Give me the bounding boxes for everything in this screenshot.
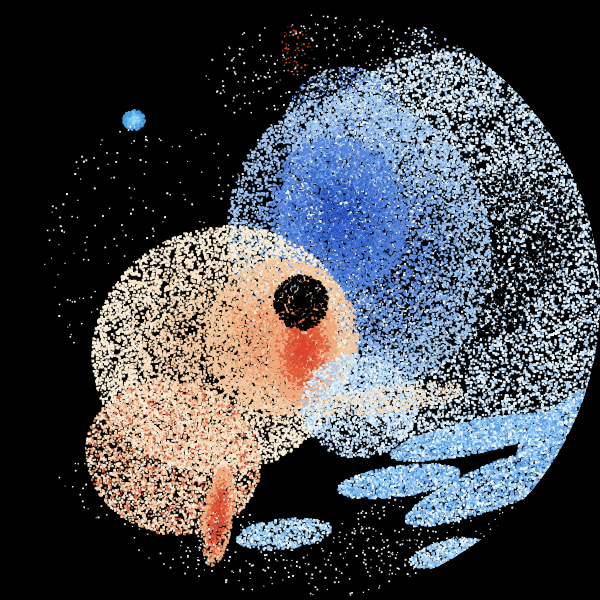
- radar-velocity-canvas: [0, 0, 600, 600]
- radar-velocity-display: [0, 0, 600, 600]
